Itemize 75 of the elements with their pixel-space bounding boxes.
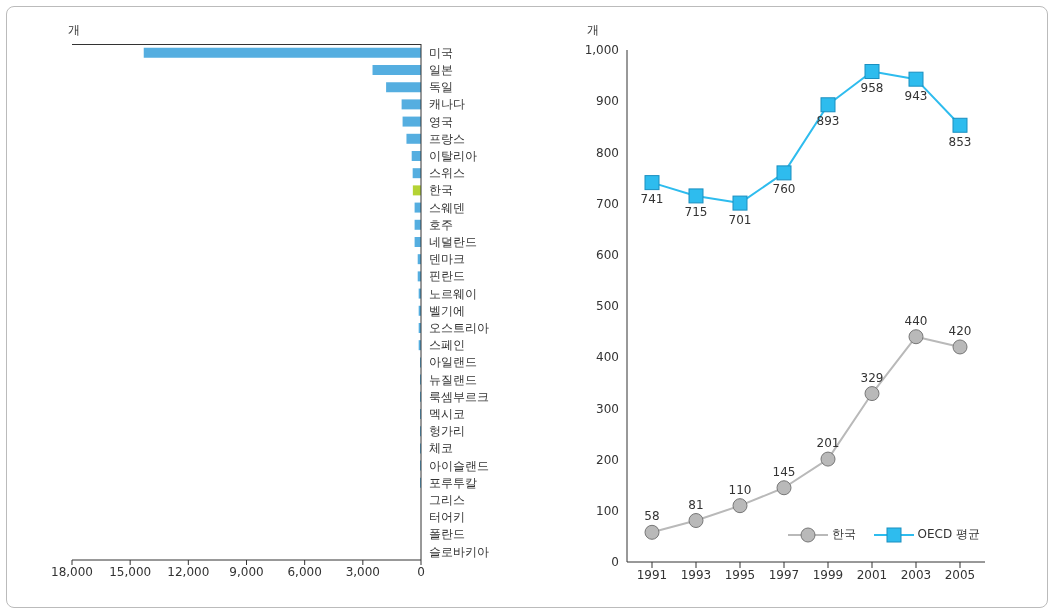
y-tick-label: 300 xyxy=(596,401,619,416)
x-tick-label: 2003 xyxy=(900,567,932,582)
y-tick-label: 폴란드 xyxy=(429,527,465,542)
data-label: 329 xyxy=(860,370,884,385)
y-tick-label: 핀란드 xyxy=(429,269,465,284)
data-label: 201 xyxy=(816,436,840,451)
data-label: 701 xyxy=(728,212,752,227)
y-tick-label: 900 xyxy=(596,94,619,109)
y-tick-label: 슬로바키아 xyxy=(429,544,489,559)
y-tick-label: 노르웨이 xyxy=(429,286,477,301)
x-tick-label: 15,000 xyxy=(109,564,152,579)
y-tick-label: 800 xyxy=(596,145,619,160)
x-tick-label: 9,000 xyxy=(229,564,264,579)
y-tick-label: 캐나다 xyxy=(429,97,465,112)
y-tick-label: 한국 xyxy=(429,183,453,198)
y-tick-label: 1,000 xyxy=(584,43,619,58)
y-tick-label: 프랑스 xyxy=(429,131,465,146)
y-tick-label: 일본 xyxy=(429,63,453,78)
y-tick-label: 덴마크 xyxy=(429,252,465,267)
data-label: 958 xyxy=(860,81,884,96)
x-tick-label: 2005 xyxy=(944,567,976,582)
data-label: 943 xyxy=(904,88,928,103)
y-tick-label: 벨기에 xyxy=(429,303,465,318)
y-tick-label: 이탈리아 xyxy=(429,149,477,164)
y-tick-label: 500 xyxy=(596,299,619,314)
data-label: 741 xyxy=(640,192,664,207)
y-tick-label: 스위스 xyxy=(429,166,465,181)
x-tick-label: 0 xyxy=(417,564,425,579)
y-tick-label: 아이슬랜드 xyxy=(429,458,489,473)
y-tick-label: 호주 xyxy=(429,217,453,232)
data-label: 81 xyxy=(688,497,704,512)
data-label: 440 xyxy=(904,313,928,328)
data-label: 760 xyxy=(772,182,796,197)
data-label: 58 xyxy=(644,509,660,524)
x-tick-label: 1991 xyxy=(636,567,668,582)
data-label: 110 xyxy=(728,482,752,497)
x-tick-label: 1993 xyxy=(680,567,712,582)
x-tick-label: 12,000 xyxy=(167,564,210,579)
y-tick-label: 100 xyxy=(596,504,619,519)
data-label: 853 xyxy=(948,134,972,149)
data-label: 715 xyxy=(684,205,708,220)
x-tick-label: 18,000 xyxy=(51,564,93,579)
y-tick-label: 스페인 xyxy=(429,338,465,353)
y-tick-label: 400 xyxy=(596,350,619,365)
x-tick-label: 1997 xyxy=(768,567,800,582)
y-tick-label: 200 xyxy=(596,452,619,467)
y-axis-title: 개 xyxy=(587,22,599,39)
y-tick-label: 헝가리 xyxy=(429,424,465,439)
legend-label: 한국 xyxy=(830,526,856,543)
y-tick-label: 뉴질랜드 xyxy=(429,372,477,387)
y-tick-label: 멕시코 xyxy=(429,407,465,422)
y-tick-label: 그리스 xyxy=(429,493,465,508)
x-tick-label: 1995 xyxy=(724,567,756,582)
y-tick-label: 700 xyxy=(596,196,619,211)
y-tick-label: 터어키 xyxy=(429,510,465,525)
y-tick-label: 오스트리아 xyxy=(429,321,489,336)
y-tick-label: 룩셈부르크 xyxy=(429,389,489,404)
x-tick-label: 1999 xyxy=(812,567,844,582)
x-tick-label: 3,000 xyxy=(345,564,381,579)
y-tick-label: 스웨덴 xyxy=(429,200,465,215)
data-label: 893 xyxy=(816,114,840,129)
y-tick-label: 600 xyxy=(596,248,619,263)
x-tick-label: 2001 xyxy=(856,567,888,582)
y-tick-label: 영국 xyxy=(429,114,453,129)
y-tick-label: 아일랜드 xyxy=(429,355,477,370)
x-axis-title: 개 xyxy=(68,22,80,39)
y-tick-label: 체코 xyxy=(429,441,453,456)
data-label: 145 xyxy=(772,464,796,479)
data-label: 420 xyxy=(948,323,972,338)
y-tick-label: 네덜란드 xyxy=(429,235,477,250)
x-tick-label: 6,000 xyxy=(287,564,322,579)
y-tick-label: 포루투칼 xyxy=(429,475,477,490)
y-tick-label: 미국 xyxy=(429,45,453,60)
legend-label: OECD 평균 xyxy=(916,526,980,543)
y-tick-label: 독일 xyxy=(429,80,453,95)
